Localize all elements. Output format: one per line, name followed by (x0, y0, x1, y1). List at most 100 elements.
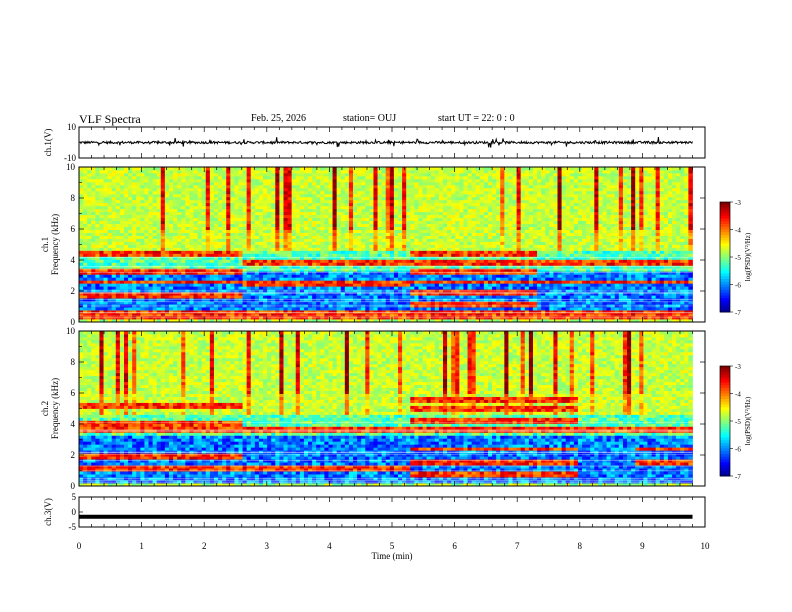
spectrogram-cell (193, 187, 199, 192)
spectrogram-cell (103, 286, 109, 290)
spectrogram-cell (181, 199, 186, 204)
spectrogram-cell (173, 232, 178, 236)
spectrogram-cell (402, 280, 407, 284)
spectrogram-cell (377, 202, 383, 207)
spectrogram-cell (128, 268, 133, 272)
spectrogram-cell (83, 241, 88, 245)
spectrogram-cell (361, 271, 366, 275)
spectrogram-cell (357, 262, 362, 266)
spectrogram-cell (197, 167, 203, 171)
spectrogram-cell (426, 217, 432, 222)
spectrogram-cell (312, 181, 317, 186)
spectrogram-cell (128, 277, 133, 281)
spectrogram-cell (222, 175, 227, 180)
spectrogram-cell (316, 167, 321, 171)
spectrogram-cell (181, 202, 186, 207)
spectrogram-cell (287, 229, 293, 233)
spectrogram-cell (451, 271, 456, 275)
spectrogram-cell (299, 244, 305, 248)
spectrogram-cell (246, 283, 252, 287)
spectrogram-cell (324, 235, 329, 239)
spectrogram-cell (160, 167, 166, 171)
spectrogram-cell (422, 277, 428, 281)
spectrogram-cell (226, 199, 231, 204)
spectrogram-cell (406, 274, 411, 278)
spectrogram-cell (267, 280, 272, 284)
spectrogram-cell (107, 307, 113, 311)
spectrogram-cell (173, 319, 178, 323)
spectrogram-cell (193, 199, 199, 204)
spectrogram-cell (287, 265, 293, 269)
spectrogram-cell (328, 187, 333, 192)
spectrogram-cell (443, 169, 448, 174)
spectrogram-cell (389, 214, 395, 219)
spectrogram-cell (209, 262, 215, 266)
spectrogram-cell (414, 295, 419, 299)
spectrogram-cell (209, 286, 215, 290)
spectrogram-cell (451, 262, 456, 266)
spectrogram-cell (291, 319, 297, 323)
spectrogram-cell (222, 167, 227, 171)
spectrogram-cell (418, 319, 423, 323)
spectrogram-cell (160, 235, 166, 239)
spectrogram-cell (344, 241, 350, 245)
spectrogram-cell (422, 268, 428, 272)
spectrogram-cell (426, 211, 432, 216)
spectrogram-cell (201, 214, 207, 219)
date-label: Feb. 25, 2026 (251, 113, 306, 124)
spectrogram-cell (320, 187, 325, 192)
spectrogram-cell (181, 223, 186, 228)
spectrogram-cell (148, 226, 154, 230)
spectrogram-cell (348, 310, 354, 314)
spectrogram-cell (459, 217, 464, 222)
spectrogram-cell (213, 193, 219, 198)
spectrogram-cell (291, 283, 297, 287)
spectrogram-cell (168, 271, 174, 275)
spectrogram-cell (443, 167, 448, 171)
spectrogram-cell (189, 313, 194, 317)
spectrogram-cell (389, 295, 395, 299)
spectrogram-cell (373, 208, 378, 213)
spectrogram-cell (295, 283, 301, 287)
spectrogram-cell (95, 301, 100, 305)
spectrogram-cell (344, 169, 350, 174)
spectrogram-cell (218, 265, 223, 269)
spectrogram-cell (353, 307, 358, 311)
spectrogram-cell (312, 214, 317, 219)
spectrogram-cell (385, 178, 391, 183)
spectrogram-cell (87, 196, 92, 201)
spectrogram-cell (226, 202, 231, 207)
spectrogram-cell (87, 220, 92, 225)
spectrogram-cell (238, 167, 243, 171)
spectrogram-cell (119, 265, 125, 269)
spectrogram-cell (353, 220, 358, 225)
spectrogram-cell (230, 226, 235, 230)
spectrogram-cell (91, 190, 96, 195)
spectrogram-cell (95, 196, 100, 201)
spectrogram-cell (410, 265, 415, 269)
spectrogram-cell (242, 244, 248, 248)
spectrogram-cell (95, 274, 100, 278)
spectrogram-cell (242, 214, 248, 219)
spectrogram-cell (279, 172, 284, 177)
spectrogram-cell (385, 256, 391, 260)
spectrogram-cell (148, 301, 154, 305)
spectrogram-cell (316, 235, 321, 239)
spectrogram-cell (283, 184, 288, 189)
spectrogram-cell (83, 259, 88, 263)
spectrogram-cell (132, 238, 137, 242)
spectrogram-cell (455, 220, 460, 225)
spectrogram-cell (447, 241, 452, 245)
spectrogram-cell (365, 232, 370, 236)
spectrogram-cell (234, 277, 239, 281)
spectrogram-cell (365, 217, 370, 222)
spectrogram-cell (107, 319, 113, 323)
spectrogram-cell (222, 307, 227, 311)
spectrogram-cell (79, 259, 84, 263)
spectrogram-cell (422, 205, 428, 210)
spectrogram-cell (299, 205, 305, 210)
spectrogram-cell (328, 283, 333, 287)
spectrogram-cell (156, 277, 162, 281)
spectrogram-cell (250, 232, 256, 236)
spectrogram-cell (99, 268, 104, 272)
